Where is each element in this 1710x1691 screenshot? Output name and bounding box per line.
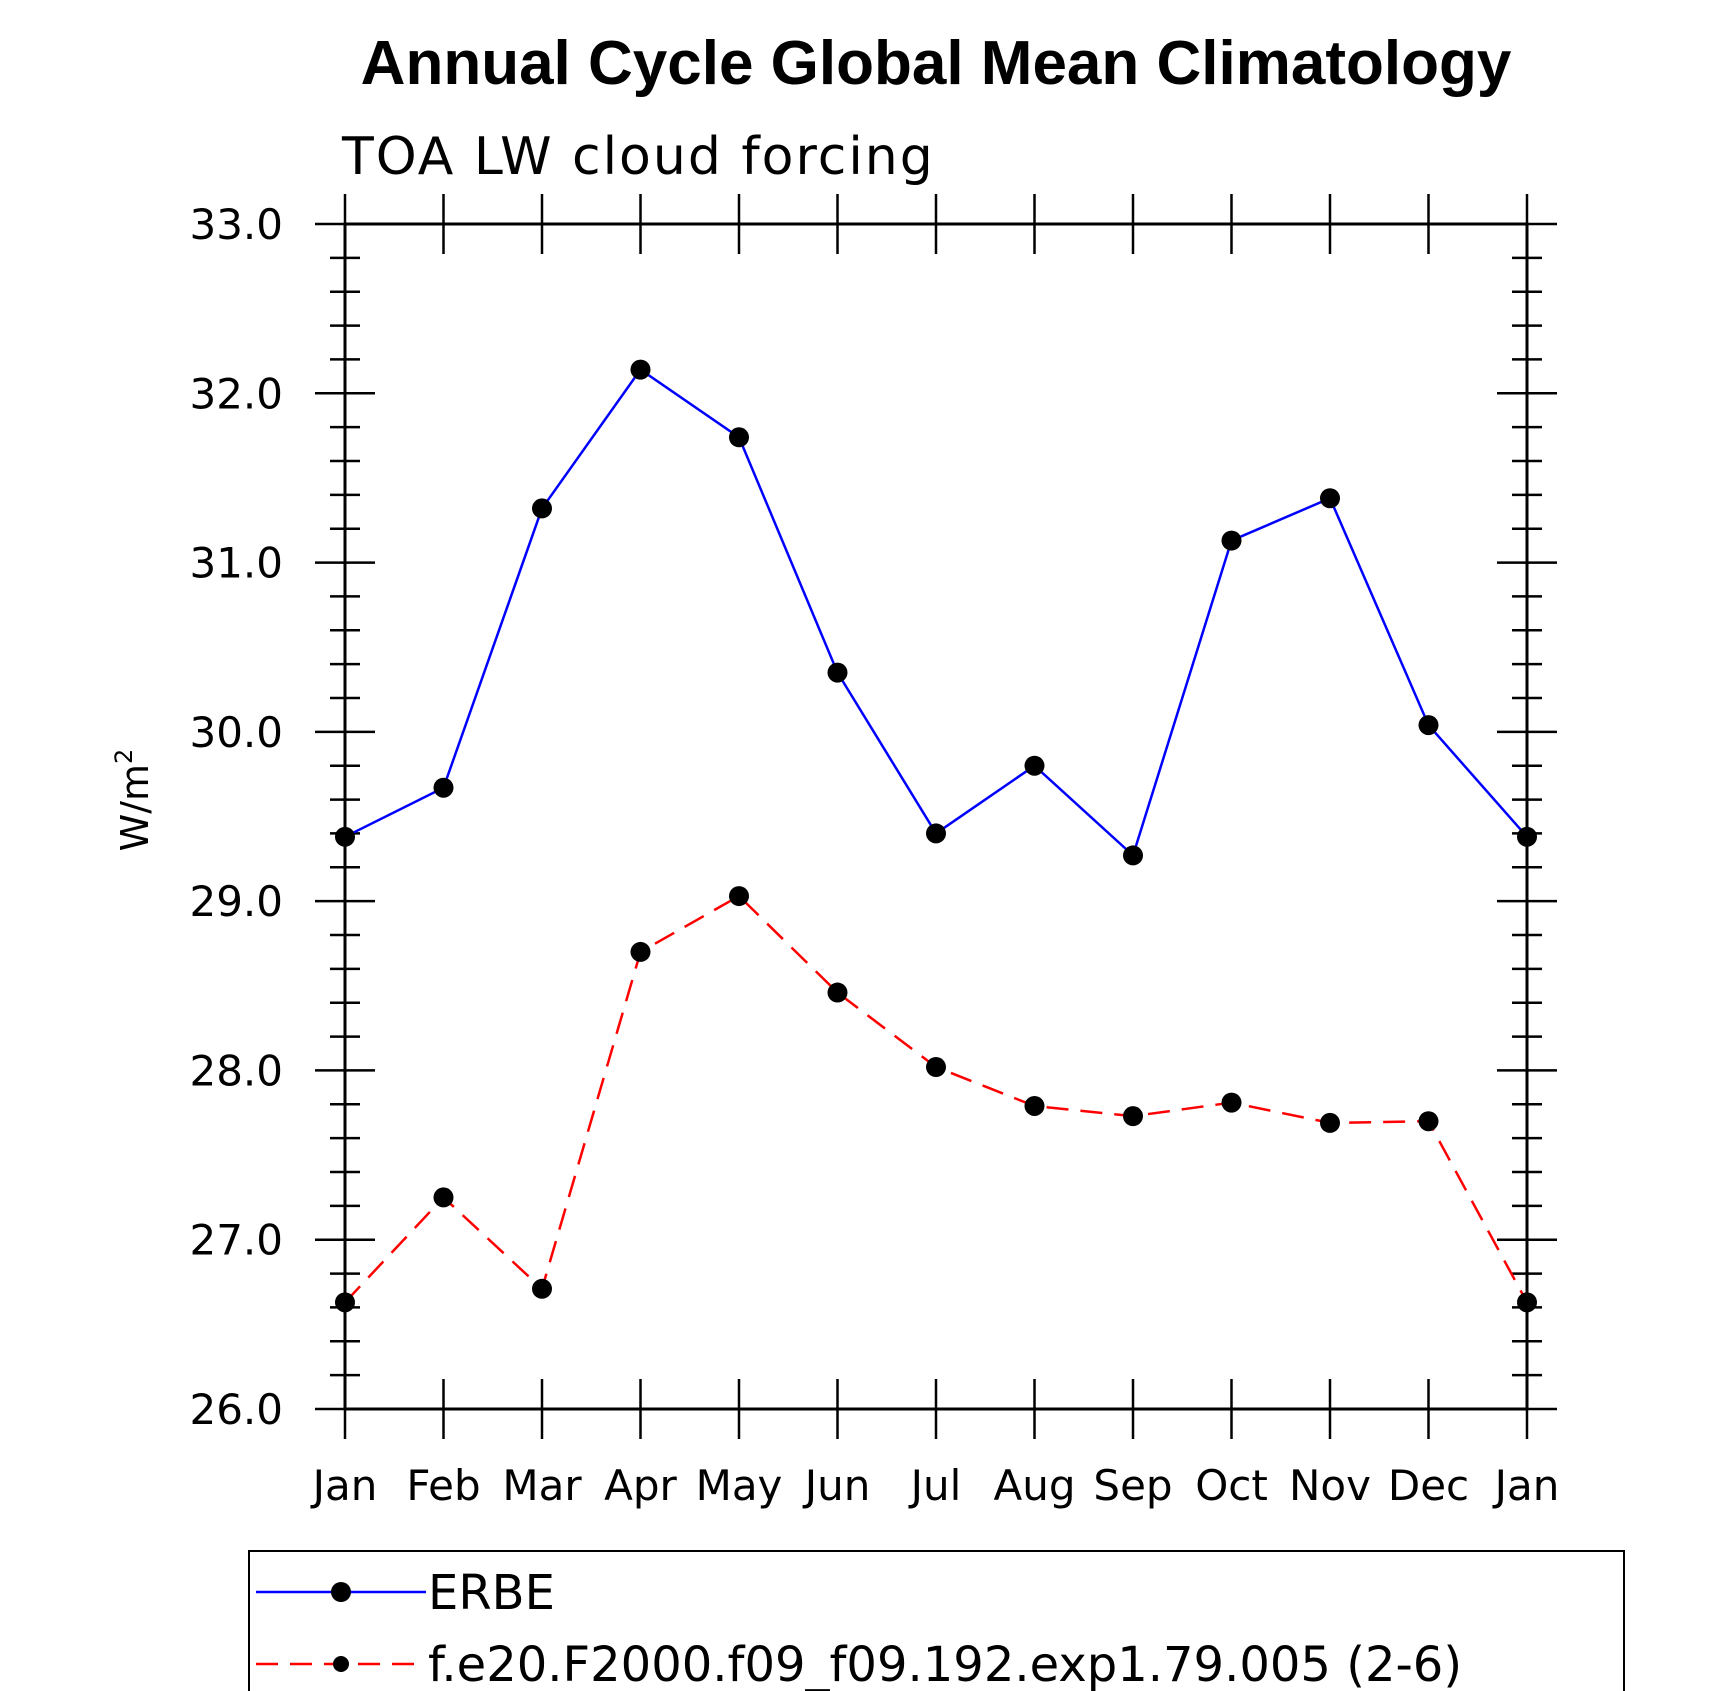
y-tick-label: 33.0 [189,200,283,249]
data-point [729,427,749,448]
legend: ERBE f.e20.F2000.f09_f09.192.exp1.79.005 … [248,1550,1625,1691]
data-point [630,941,651,962]
data-point [1418,715,1439,736]
data-point [827,982,848,1003]
y-tick-label: 27.0 [189,1216,283,1265]
data-point [1517,826,1537,847]
data-point [1123,845,1143,866]
data-point [827,662,848,683]
x-tick-label: Mar [502,1461,582,1510]
chart-title: Annual Cycle Global Mean Climatology [361,29,1512,98]
x-tick-label: Sep [1093,1461,1172,1510]
y-axis: 26.0 27.0 28.0 29.0 30.0 31.0 32.0 33.0 [189,200,1557,1434]
x-tick-label: Jan [1492,1461,1560,1510]
x-tick-label: May [696,1461,783,1510]
y-axis-label: W/m2 [110,749,157,852]
x-tick-label: Jan [310,1461,378,1510]
data-point [1517,1292,1537,1313]
data-point [335,826,355,847]
series-layer [335,359,1537,1313]
x-tick-label: Feb [406,1461,480,1510]
data-point [926,823,946,844]
data-point [1320,488,1340,509]
plot-border [343,222,1529,1411]
data-point [532,1278,552,1299]
data-point [532,498,552,519]
legend-box [248,1550,1625,1691]
x-tick-label: Jul [908,1461,962,1510]
data-point [433,1187,454,1208]
data-point [433,777,454,798]
x-tick-label: Jun [802,1461,871,1510]
y-tick-label: 29.0 [189,877,283,926]
data-point [1418,1111,1439,1132]
data-point [1221,530,1242,551]
y-tick-label: 30.0 [189,708,283,757]
y-tick-label: 26.0 [189,1385,283,1434]
data-point [335,1292,355,1313]
y-axis-label-superscript: 2 [110,749,138,764]
legend-marker [333,1656,349,1672]
x-tick-label: Nov [1289,1461,1371,1510]
data-point [1024,1095,1045,1116]
data-point [1024,755,1045,776]
legend-marker [331,1582,351,1602]
plot-frame [343,222,1529,1411]
x-axis: Jan Feb Mar Apr May Jun Jul Aug Sep Oct Nov Dec Jan [310,194,1560,1510]
data-point [1320,1112,1340,1133]
y-axis-label-text: W/m [113,764,157,851]
legend-label: ERBE [428,1565,555,1621]
x-tick-label: Apr [604,1461,677,1510]
y-tick-label: 28.0 [189,1046,283,1095]
data-point [729,886,749,907]
x-tick-label: Aug [993,1461,1075,1510]
series-line-0 [344,367,1528,858]
y-tick-label: 31.0 [189,539,283,588]
legend-label: f.e20.F2000.f09_f09.192.exp1.79.005 (2-6… [428,1637,1462,1691]
chart-subtitle: TOA LW cloud forcing [341,127,935,187]
x-tick-label: Dec [1388,1461,1469,1510]
series-line-1 [344,894,1529,1304]
data-point [926,1057,946,1078]
data-point [1123,1106,1143,1127]
data-point [630,359,651,380]
x-tick-label: Oct [1195,1461,1268,1510]
y-tick-label: 32.0 [189,369,283,418]
data-point [1221,1092,1242,1113]
